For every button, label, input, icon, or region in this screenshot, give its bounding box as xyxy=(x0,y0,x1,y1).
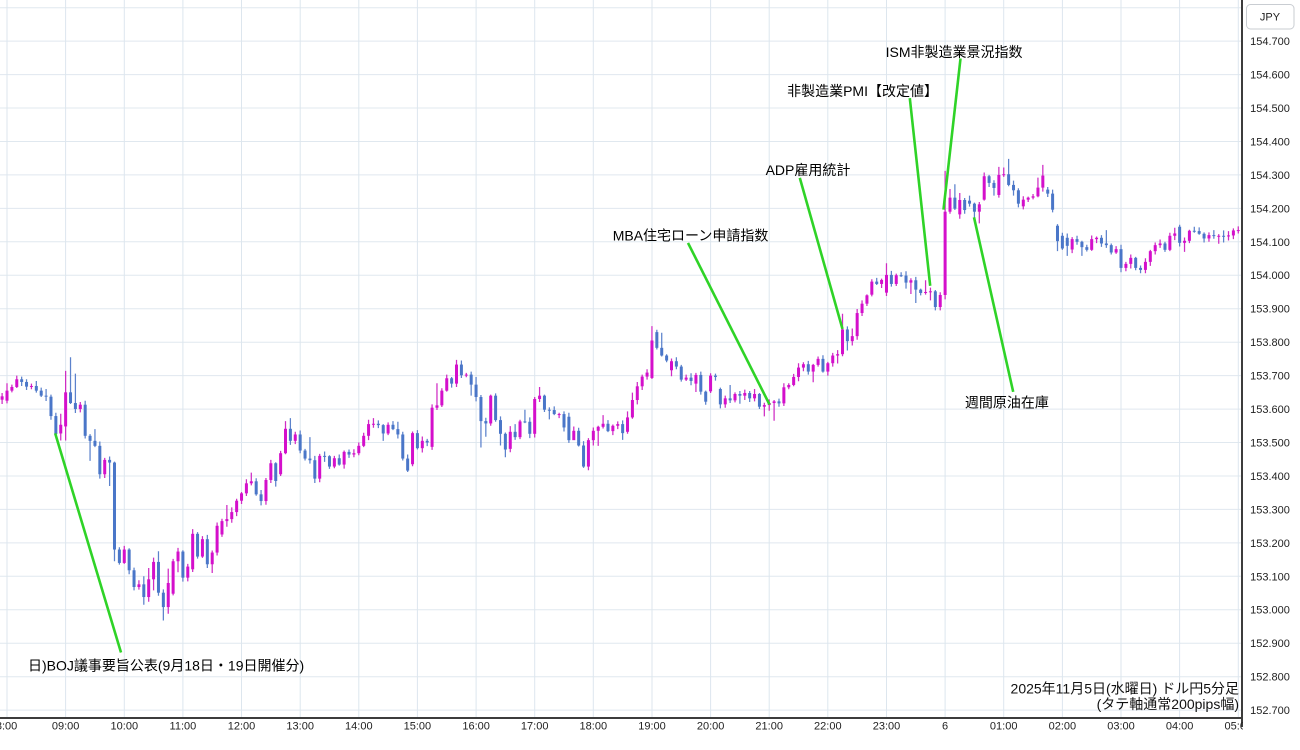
svg-text:153.200: 153.200 xyxy=(1250,538,1290,550)
svg-text:16:00: 16:00 xyxy=(462,721,490,733)
svg-text:11:00: 11:00 xyxy=(170,721,197,733)
svg-text:15:00: 15:00 xyxy=(404,721,432,733)
svg-text:19:00: 19:00 xyxy=(638,721,666,733)
svg-text:04:00: 04:00 xyxy=(1166,721,1194,733)
svg-text:154.600: 154.600 xyxy=(1250,70,1290,82)
svg-text:154.000: 154.000 xyxy=(1250,270,1290,282)
svg-text:153.800: 153.800 xyxy=(1250,337,1290,349)
svg-text:154.500: 154.500 xyxy=(1250,103,1290,115)
svg-text:154.100: 154.100 xyxy=(1250,237,1290,249)
svg-text:ADP雇用統計: ADP雇用統計 xyxy=(766,162,851,178)
svg-text:18:00: 18:00 xyxy=(580,721,608,733)
svg-text:05:00: 05:00 xyxy=(1225,721,1253,733)
svg-text:22:00: 22:00 xyxy=(814,721,842,733)
svg-text:10:00: 10:00 xyxy=(111,721,139,733)
svg-text:152.900: 152.900 xyxy=(1250,638,1290,650)
svg-text:153.100: 153.100 xyxy=(1250,571,1290,583)
svg-text:154.300: 154.300 xyxy=(1250,170,1290,182)
svg-text:154.700: 154.700 xyxy=(1250,36,1290,48)
svg-text:153.700: 153.700 xyxy=(1250,371,1290,383)
svg-text:153.900: 153.900 xyxy=(1250,304,1290,316)
svg-text:20:00: 20:00 xyxy=(697,721,725,733)
svg-text:152.700: 152.700 xyxy=(1250,705,1290,717)
svg-text:2025年11月5日(水曜日) ドル円5分足: 2025年11月5日(水曜日) ドル円5分足 xyxy=(1011,681,1239,697)
svg-text:23:00: 23:00 xyxy=(873,721,901,733)
svg-text:14:00: 14:00 xyxy=(345,721,373,733)
svg-text:MBA住宅ローン申請指数: MBA住宅ローン申請指数 xyxy=(613,228,769,244)
svg-text:152.800: 152.800 xyxy=(1250,672,1290,684)
svg-text:週間原油在庫: 週間原油在庫 xyxy=(965,395,1049,411)
svg-text:03:00: 03:00 xyxy=(1107,721,1135,733)
svg-text:13:00: 13:00 xyxy=(286,721,314,733)
svg-text:154.400: 154.400 xyxy=(1250,136,1290,148)
svg-text:154.200: 154.200 xyxy=(1250,203,1290,215)
svg-text:153.500: 153.500 xyxy=(1250,438,1290,450)
svg-text:日)BOJ議事要旨公表(9月18日・19日開催分): 日)BOJ議事要旨公表(9月18日・19日開催分) xyxy=(28,658,304,674)
svg-text:153.400: 153.400 xyxy=(1250,471,1290,483)
svg-text:17:00: 17:00 xyxy=(521,721,549,733)
svg-text:09:00: 09:00 xyxy=(52,721,80,733)
svg-text:6: 6 xyxy=(942,721,948,733)
svg-text:153.600: 153.600 xyxy=(1250,404,1290,416)
svg-text:01:00: 01:00 xyxy=(990,721,1018,733)
svg-text:12:00: 12:00 xyxy=(228,721,256,733)
svg-text:21:00: 21:00 xyxy=(755,721,783,733)
svg-text:153.000: 153.000 xyxy=(1250,605,1290,617)
svg-text:153.300: 153.300 xyxy=(1250,504,1290,516)
svg-text:非製造業PMI【改定値】: 非製造業PMI【改定値】 xyxy=(787,83,938,99)
svg-text:JPY: JPY xyxy=(1260,12,1281,24)
svg-text:08:00: 08:00 xyxy=(0,721,17,733)
svg-text:ISM非製造業景況指数: ISM非製造業景況指数 xyxy=(886,44,1023,60)
svg-text:(タテ軸通常200pips幅): (タテ軸通常200pips幅) xyxy=(1097,696,1239,712)
svg-text:02:00: 02:00 xyxy=(1049,721,1077,733)
